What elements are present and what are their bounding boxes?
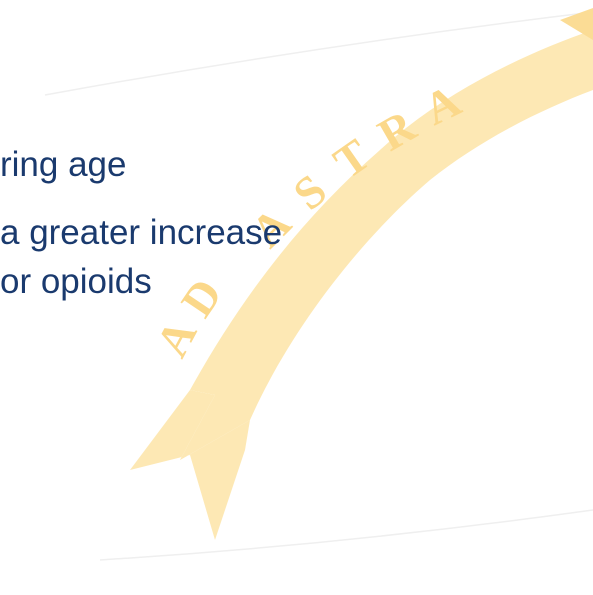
bullet-line-1: ring age <box>0 145 127 184</box>
bullet-line-3: or opioids <box>0 262 152 301</box>
ribbon-end <box>560 8 593 40</box>
ribbon-band <box>180 30 593 460</box>
ribbon-tail <box>130 390 250 540</box>
bullet-line-2: a greater increase <box>0 213 283 252</box>
